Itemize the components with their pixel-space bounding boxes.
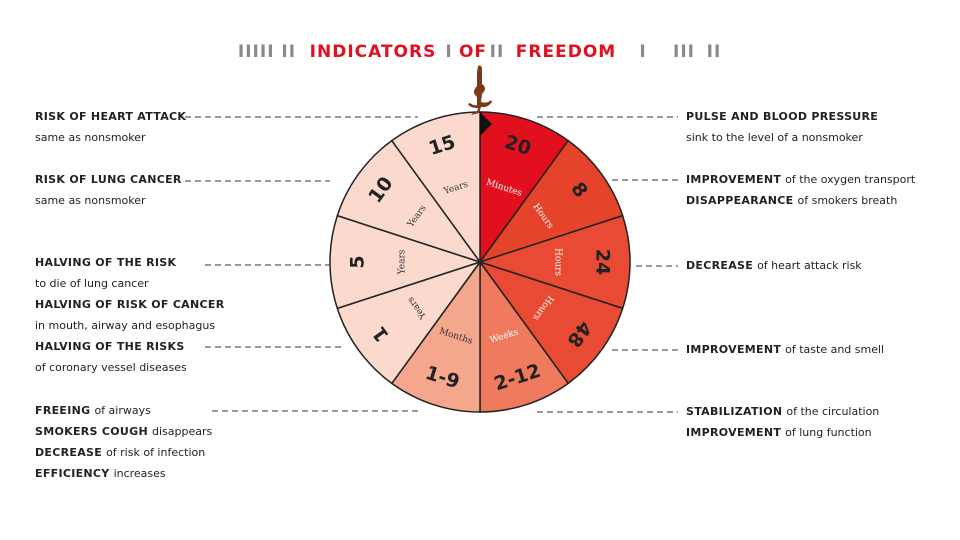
- annotation: RISK OF HEART ATTACK same as nonsmoker: [35, 106, 190, 148]
- annotation-line: of coronary vessel diseases: [35, 357, 228, 378]
- segment-unit: Years: [398, 249, 408, 275]
- annotation-line: DECREASE of heart attack risk: [686, 255, 862, 276]
- annotation-line: IMPROVEMENT of taste and smell: [686, 339, 884, 360]
- title-part: II: [707, 42, 722, 62]
- annotation-bold: SMOKERS COUGH: [35, 425, 148, 438]
- wheel-segment: [329, 214, 483, 310]
- annotation-line: FREEING of airways: [35, 400, 212, 421]
- segment-unit: Hours: [553, 248, 563, 276]
- annotation-text: of heart attack risk: [757, 259, 862, 272]
- annotation-text: sink to the level of a nonsmoker: [686, 131, 863, 144]
- annotation: HALVING OF THE RISK to die of lung cancer…: [35, 252, 228, 378]
- annotation-line: sink to the level of a nonsmoker: [686, 127, 882, 148]
- annotation-text: of risk of infection: [106, 446, 206, 459]
- wheel-segment: [478, 260, 624, 385]
- annotation-bold: DECREASE: [35, 446, 103, 459]
- annotation-line: PULSE AND BLOOD PRESSURE: [686, 106, 882, 127]
- annotation-line: HALVING OF RISK OF CANCER: [35, 294, 228, 315]
- annotation-text: of lung function: [785, 426, 872, 439]
- annotation-bold: HALVING OF THE RISKS: [35, 340, 185, 353]
- annotation: PULSE AND BLOOD PRESSURE sink to the leve…: [686, 106, 882, 148]
- annotation-text: of smokers breath: [797, 194, 898, 207]
- title: IIIII II INDICATORS I OF II FREEDOM I III II: [238, 42, 722, 62]
- title-part: OF: [459, 42, 487, 62]
- annotation-line: to die of lung cancer: [35, 273, 228, 294]
- annotation-line: DECREASE of risk of infection: [35, 442, 212, 463]
- annotation-bold: DECREASE: [686, 259, 754, 272]
- annotation: IMPROVEMENT of the oxygen transport DISAPP…: [686, 169, 915, 211]
- title-part: INDICATORS: [310, 42, 437, 62]
- lizard-icon: [468, 65, 492, 115]
- connector-lines: [185, 116, 678, 413]
- annotation-bold: STABILIZATION: [686, 405, 783, 418]
- annotation-text: of taste and smell: [785, 343, 885, 356]
- annotation-line: HALVING OF THE RISKS: [35, 336, 228, 357]
- wheel-segment: [336, 260, 482, 385]
- title-part: I: [639, 42, 646, 62]
- annotation-text: of coronary vessel diseases: [35, 361, 187, 374]
- wheel-segment: [390, 259, 481, 413]
- annotation-bold: EFFICIENCY: [35, 467, 110, 480]
- annotation-line: IMPROVEMENT of lung function: [686, 422, 879, 443]
- title-part: IIIII II: [238, 42, 296, 62]
- annotation-text: of the oxygen transport: [785, 173, 916, 186]
- annotation-line: same as nonsmoker: [35, 127, 190, 148]
- annotation-bold: PULSE AND BLOOD PRESSURE: [686, 110, 879, 123]
- annotation-line: SMOKERS COUGH disappears: [35, 421, 212, 442]
- annotation: FREEING of airways SMOKERS COUGH disappears…: [35, 400, 212, 484]
- title-part: FREEDOM: [516, 42, 616, 62]
- wheel-segment: [479, 259, 570, 413]
- annotation-text: disappears: [151, 425, 213, 438]
- annotation: RISK OF LUNG CANCER same as nonsmoker: [35, 169, 186, 211]
- annotation-bold: RISK OF LUNG CANCER: [35, 173, 182, 186]
- annotation-text: same as nonsmoker: [35, 131, 146, 144]
- annotation: STABILIZATION of the circulation IMPROVEME…: [686, 401, 879, 443]
- annotation-bold: HALVING OF RISK OF CANCER: [35, 298, 225, 311]
- annotation-text: in mouth, airway and esophagus: [35, 319, 216, 332]
- annotation-bold: DISAPPEARANCE: [686, 194, 794, 207]
- annotation-line: RISK OF LUNG CANCER: [35, 169, 186, 190]
- annotation-text: of airways: [94, 404, 151, 417]
- annotation-bold: RISK OF HEART ATTACK: [35, 110, 187, 123]
- wheel-segment: [478, 139, 624, 264]
- title-part: II: [490, 42, 505, 62]
- annotation: DECREASE of heart attack risk: [686, 255, 862, 276]
- wheel-segment: [336, 139, 482, 264]
- annotation-text: same as nonsmoker: [35, 194, 146, 207]
- annotation-line: STABILIZATION of the circulation: [686, 401, 879, 422]
- annotation-text: increases: [113, 467, 166, 480]
- annotation-line: HALVING OF THE RISK: [35, 252, 228, 273]
- annotation-text: to die of lung cancer: [35, 277, 149, 290]
- annotation-bold: IMPROVEMENT: [686, 426, 782, 439]
- pointer: [480, 112, 492, 136]
- annotation: IMPROVEMENT of taste and smell: [686, 339, 884, 360]
- annotation-line: DISAPPEARANCE of smokers breath: [686, 190, 915, 211]
- segment-number: 5: [347, 255, 369, 268]
- annotation-line: same as nonsmoker: [35, 190, 186, 211]
- annotation-text: of the circulation: [786, 405, 880, 418]
- annotation-line: RISK OF HEART ATTACK: [35, 106, 190, 127]
- wheel-segment: [479, 111, 570, 265]
- title-part: III: [673, 42, 695, 62]
- wheel-segment: [477, 214, 631, 310]
- annotation-bold: IMPROVEMENT: [686, 173, 782, 186]
- segment-number: 24: [592, 249, 614, 275]
- annotation-bold: HALVING OF THE RISK: [35, 256, 177, 269]
- annotation-line: in mouth, airway and esophagus: [35, 315, 228, 336]
- annotation-bold: IMPROVEMENT: [686, 343, 782, 356]
- annotation-line: EFFICIENCY increases: [35, 463, 212, 484]
- annotation-line: IMPROVEMENT of the oxygen transport: [686, 169, 915, 190]
- title-part: I: [445, 42, 452, 62]
- annotation-bold: FREEING: [35, 404, 91, 417]
